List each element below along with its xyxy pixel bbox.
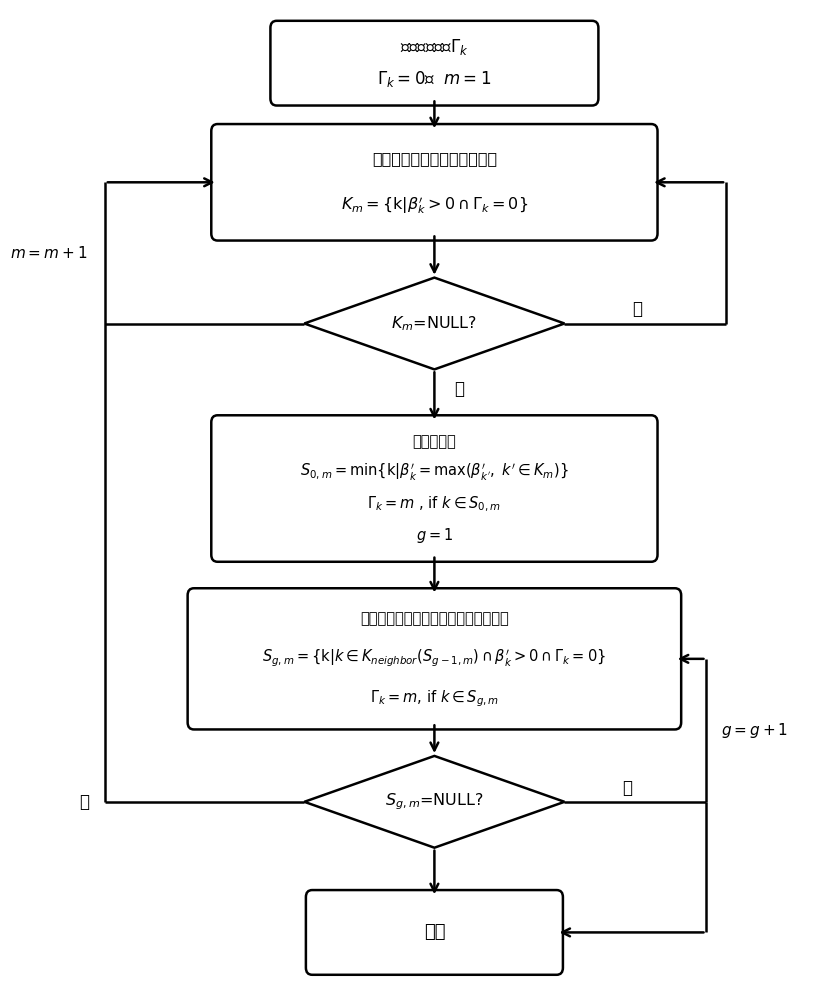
Text: 是: 是 bbox=[454, 380, 464, 398]
Text: $\Gamma_k = m$ , if $k \in S_{0,m}$: $\Gamma_k = m$ , if $k \in S_{0,m}$ bbox=[368, 495, 501, 514]
Text: 建立标记矩阵$\Gamma_k$: 建立标记矩阵$\Gamma_k$ bbox=[400, 37, 469, 57]
Text: $\Gamma_k = m$, if $k \in S_{g,m}$: $\Gamma_k = m$, if $k \in S_{g,m}$ bbox=[370, 688, 499, 709]
Text: $m=m+1$: $m=m+1$ bbox=[10, 245, 87, 261]
Text: $\Gamma_k = 0$，  $m = 1$: $\Gamma_k = 0$， $m = 1$ bbox=[378, 69, 491, 89]
FancyBboxPatch shape bbox=[188, 588, 681, 729]
Text: $S_{g,m} = \{\mathrm{k}|k \in K_{neighbor}(S_{g-1,m}) \cap \beta_k^{\prime} > 0 : $S_{g,m} = \{\mathrm{k}|k \in K_{neighbo… bbox=[262, 648, 607, 669]
Text: $K_m$=NULL?: $K_m$=NULL? bbox=[392, 314, 477, 333]
FancyBboxPatch shape bbox=[212, 124, 657, 241]
Text: $S_{0,m} = \min\{\mathrm{k}|\beta_k^{\prime} = \max(\beta_{k^{\prime}}^{\prime},: $S_{0,m} = \min\{\mathrm{k}|\beta_k^{\pr… bbox=[300, 462, 569, 483]
FancyBboxPatch shape bbox=[212, 415, 657, 562]
Polygon shape bbox=[305, 756, 564, 848]
Text: 搜寻种子点邻域中未被标记的离散相点: 搜寻种子点邻域中未被标记的离散相点 bbox=[360, 612, 509, 627]
Text: 结束: 结束 bbox=[423, 923, 445, 941]
FancyBboxPatch shape bbox=[271, 21, 598, 106]
Text: 否: 否 bbox=[632, 300, 642, 318]
Text: 创建未标记的离散相点的集合: 创建未标记的离散相点的集合 bbox=[372, 152, 497, 167]
Text: 否: 否 bbox=[622, 779, 632, 797]
Text: $g=1$: $g=1$ bbox=[416, 526, 453, 545]
Text: 寻找种子点: 寻找种子点 bbox=[413, 434, 456, 449]
Text: $K_m = \{\mathrm{k}|\beta_k^{\prime} > 0 \cap \Gamma_k = 0\}$: $K_m = \{\mathrm{k}|\beta_k^{\prime} > 0… bbox=[341, 195, 528, 216]
Text: $S_{g,m}$=NULL?: $S_{g,m}$=NULL? bbox=[385, 792, 484, 812]
FancyBboxPatch shape bbox=[306, 890, 563, 975]
Text: $g=g+1$: $g=g+1$ bbox=[720, 721, 788, 740]
Polygon shape bbox=[305, 278, 564, 369]
Text: 是: 是 bbox=[79, 793, 89, 811]
